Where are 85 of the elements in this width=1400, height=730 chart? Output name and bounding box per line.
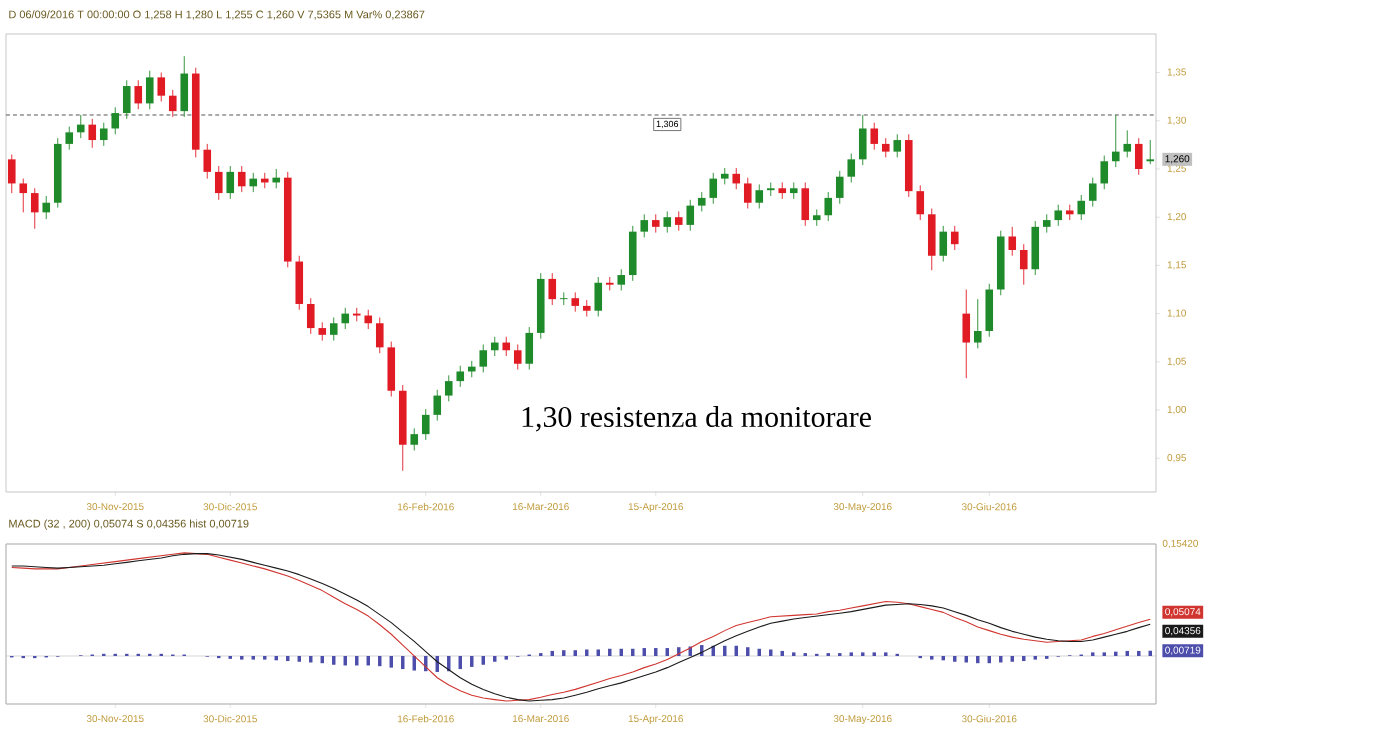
candlestick [743,177,752,209]
candlestick [352,307,361,322]
candlestick [375,317,384,354]
candlestick [559,291,568,306]
candlestick [145,70,154,110]
candlestick [341,307,350,330]
candlestick [249,172,258,193]
candlestick [456,365,465,388]
candlestick [88,118,97,149]
candlestick [628,225,637,282]
candlestick [30,187,39,230]
candlestick [318,321,327,342]
candlestick [76,114,85,139]
candlestick [594,276,603,317]
candlestick [1088,177,1097,208]
candlestick [939,225,948,262]
candlestick [306,297,315,335]
candlestick [766,182,775,197]
candlestick [122,79,131,120]
candlestick [686,199,695,232]
candlestick [410,427,419,451]
candlestick [927,208,936,271]
candlestick [985,283,994,338]
candlestick [893,133,902,158]
candlestick [387,341,396,397]
candlestick [571,291,580,313]
candlestick [1054,204,1063,227]
candlestick [548,272,557,306]
candlestick [1123,129,1132,158]
candlestick [214,165,223,201]
candlestick [697,191,706,212]
candlestick [950,225,959,251]
annotation: 1,30 resistenza da monitorare [522,406,871,432]
candlestick [663,210,672,234]
candlestick [1042,213,1051,234]
candlestick [1100,155,1109,190]
candlestick [364,309,373,330]
candlestick [1031,220,1040,276]
candlestick [42,195,51,220]
candlestick [1008,226,1017,257]
candlestick [111,106,120,135]
candlestick [329,317,338,342]
candlestick [513,344,522,370]
candlestick [203,143,212,180]
candlestick [168,89,177,118]
candlestick [674,210,683,232]
candlestick [421,408,430,441]
candlestick [237,165,246,193]
candlestick [732,167,741,190]
candlestick [1019,243,1028,286]
candlestick [525,326,534,370]
candlestick [433,389,442,422]
candlestick [973,298,982,349]
candlestick [651,213,660,234]
candlestick [7,154,16,194]
candlestick [1111,114,1120,168]
candlestick [881,137,890,158]
candlestick [180,55,189,118]
candlestick [916,184,925,221]
candlestick [824,191,833,222]
candlestick [1146,139,1155,165]
candlestick [755,183,764,209]
candlestick [870,122,879,151]
candlestick [479,344,488,373]
candlestick [605,276,614,291]
candlestick [490,336,499,357]
candlestick [617,268,626,291]
candlestick [709,172,718,205]
candlestick [1077,194,1086,221]
candlestick [65,126,74,151]
candlestick [444,374,453,402]
candlestick [295,255,304,311]
candlestick [502,336,511,357]
candlestick [226,165,235,200]
candlestick [19,178,28,213]
candlestick [640,213,649,238]
candlestick [801,182,810,227]
candlestick [835,170,844,205]
candlestick [157,72,166,102]
candlestick [99,122,108,147]
candlestick [847,153,856,183]
candlestick [1134,137,1143,176]
candlestick [962,289,971,379]
candlestick [858,114,867,166]
candlestick [134,79,143,110]
